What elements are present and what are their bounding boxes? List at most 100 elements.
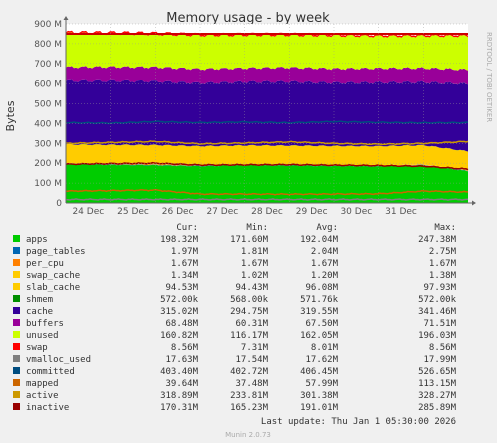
legend-value-avg: 8.01M xyxy=(311,343,339,353)
legend-value-min: 1.67M xyxy=(241,259,269,269)
legend-value-min: 1.81M xyxy=(241,247,269,257)
x-tick-label: 26 Dec xyxy=(162,207,194,217)
y-tick-label: 900 M xyxy=(34,20,62,30)
area-cache xyxy=(66,79,468,152)
legend-column-header: Cur: xyxy=(176,223,198,233)
munin-version-footer: Munin 2.0.73 xyxy=(225,431,271,439)
legend-value-cur: 94.53M xyxy=(165,283,198,293)
legend-label-committed: committed xyxy=(26,367,75,377)
line-committed xyxy=(65,120,469,125)
x-tick-label: 24 Dec xyxy=(72,207,104,217)
legend-value-min: 402.72M xyxy=(230,367,269,377)
legend-label-apps: apps xyxy=(26,235,48,245)
legend-value-max: 2.75M xyxy=(429,247,457,257)
legend-swatch-swap xyxy=(13,343,20,350)
legend-value-avg: 301.38M xyxy=(300,391,339,401)
legend-label-cache: cache xyxy=(26,307,53,317)
legend-value-cur: 68.48M xyxy=(165,319,198,329)
legend-value-cur: 17.63M xyxy=(165,355,198,365)
legend-value-min: 116.17M xyxy=(230,331,269,341)
legend-value-avg: 67.50M xyxy=(305,319,338,329)
legend-label-active: active xyxy=(26,391,59,401)
y-tick-label: 700 M xyxy=(34,60,62,70)
legend-value-avg: 319.55M xyxy=(300,307,339,317)
y-axis-arrow xyxy=(63,16,69,20)
legend-value-avg: 2.04M xyxy=(311,247,339,257)
legend-value-avg: 1.20M xyxy=(311,271,339,281)
legend-swatch-committed xyxy=(13,367,20,374)
legend-value-cur: 198.32M xyxy=(160,235,199,245)
legend-value-max: 247.38M xyxy=(418,235,457,245)
y-tick-label: 100 M xyxy=(34,179,62,189)
legend-value-min: 568.00k xyxy=(230,295,269,305)
legend-label-vmalloc-used: vmalloc_used xyxy=(26,355,91,365)
chart-title: Memory usage - by week xyxy=(166,11,330,26)
legend-value-avg: 571.76k xyxy=(300,295,339,305)
legend-column-header: Min: xyxy=(246,223,268,233)
y-tick-label: 800 M xyxy=(34,40,62,50)
legend-value-max: 8.56M xyxy=(429,343,457,353)
legend-value-avg: 162.05M xyxy=(300,331,339,341)
legend-value-min: 7.31M xyxy=(241,343,269,353)
y-tick-label: 0 xyxy=(56,199,62,209)
legend-swatch-apps xyxy=(13,235,20,242)
legend-swatch-buffers xyxy=(13,319,20,326)
last-update-text: Last update: Thu Jan 1 05:30:00 2026 xyxy=(261,417,456,427)
x-axis-arrow xyxy=(472,200,476,206)
line-mapped xyxy=(66,188,468,196)
legend-label-inactive: inactive xyxy=(26,403,69,413)
legend-swatch-active xyxy=(13,391,20,398)
legend-value-max: 341.46M xyxy=(418,307,457,317)
legend-value-cur: 39.64M xyxy=(165,379,198,389)
legend-swatch-shmem xyxy=(13,295,20,302)
legend-swatch-cache xyxy=(13,307,20,314)
legend-value-avg: 191.01M xyxy=(300,403,339,413)
legend-column-header: Max: xyxy=(434,223,456,233)
legend-value-avg: 57.99M xyxy=(305,379,338,389)
line-inactive xyxy=(65,161,469,171)
legend-swatch-unused xyxy=(13,331,20,338)
legend-value-cur: 8.56M xyxy=(171,343,199,353)
legend-value-avg: 96.08M xyxy=(305,283,338,293)
legend-value-min: 37.48M xyxy=(235,379,268,389)
legend-value-min: 94.43M xyxy=(235,283,268,293)
legend-value-cur: 1.97M xyxy=(171,247,199,257)
legend-value-max: 572.00k xyxy=(418,295,457,305)
legend-label-swap: swap xyxy=(26,343,48,353)
legend-label-buffers: buffers xyxy=(26,319,64,329)
legend-value-cur: 315.02M xyxy=(160,307,199,317)
legend-swatch-slab-cache xyxy=(13,283,20,290)
line-vmalloc-used xyxy=(65,198,469,201)
legend-value-min: 1.02M xyxy=(241,271,269,281)
legend-value-min: 171.60M xyxy=(230,235,269,245)
legend-value-max: 113.15M xyxy=(418,379,457,389)
legend-value-max: 328.27M xyxy=(418,391,457,401)
x-tick-label: 30 Dec xyxy=(340,207,372,217)
legend-value-min: 165.23M xyxy=(230,403,269,413)
legend-value-min: 17.54M xyxy=(235,355,268,365)
legend-value-cur: 403.40M xyxy=(160,367,199,377)
legend-swatch-vmalloc-used xyxy=(13,355,20,362)
legend-value-min: 294.75M xyxy=(230,307,269,317)
legend-value-max: 17.99M xyxy=(423,355,456,365)
x-tick-label: 29 Dec xyxy=(296,207,328,217)
y-tick-label: 200 M xyxy=(34,159,62,169)
legend-label-slab-cache: slab_cache xyxy=(26,283,80,293)
legend-label-shmem: shmem xyxy=(26,295,53,305)
y-axis-label: Bytes xyxy=(4,100,17,131)
x-tick-label: 31 Dec xyxy=(385,207,417,217)
legend-value-max: 285.89M xyxy=(418,403,457,413)
x-tick-label: 27 Dec xyxy=(206,207,238,217)
legend-label-swap-cache: swap_cache xyxy=(26,271,80,281)
legend-value-cur: 572.00k xyxy=(160,295,199,305)
legend-value-avg: 406.45M xyxy=(300,367,339,377)
y-tick-label: 600 M xyxy=(34,80,62,90)
legend-value-max: 1.38M xyxy=(429,271,457,281)
y-tick-label: 300 M xyxy=(34,139,62,149)
x-tick-label: 28 Dec xyxy=(251,207,283,217)
area-buffers xyxy=(66,66,468,85)
legend-swatch-page-tables xyxy=(13,247,20,254)
legend-value-min: 60.31M xyxy=(235,319,268,329)
legend-label-mapped: mapped xyxy=(26,379,59,389)
